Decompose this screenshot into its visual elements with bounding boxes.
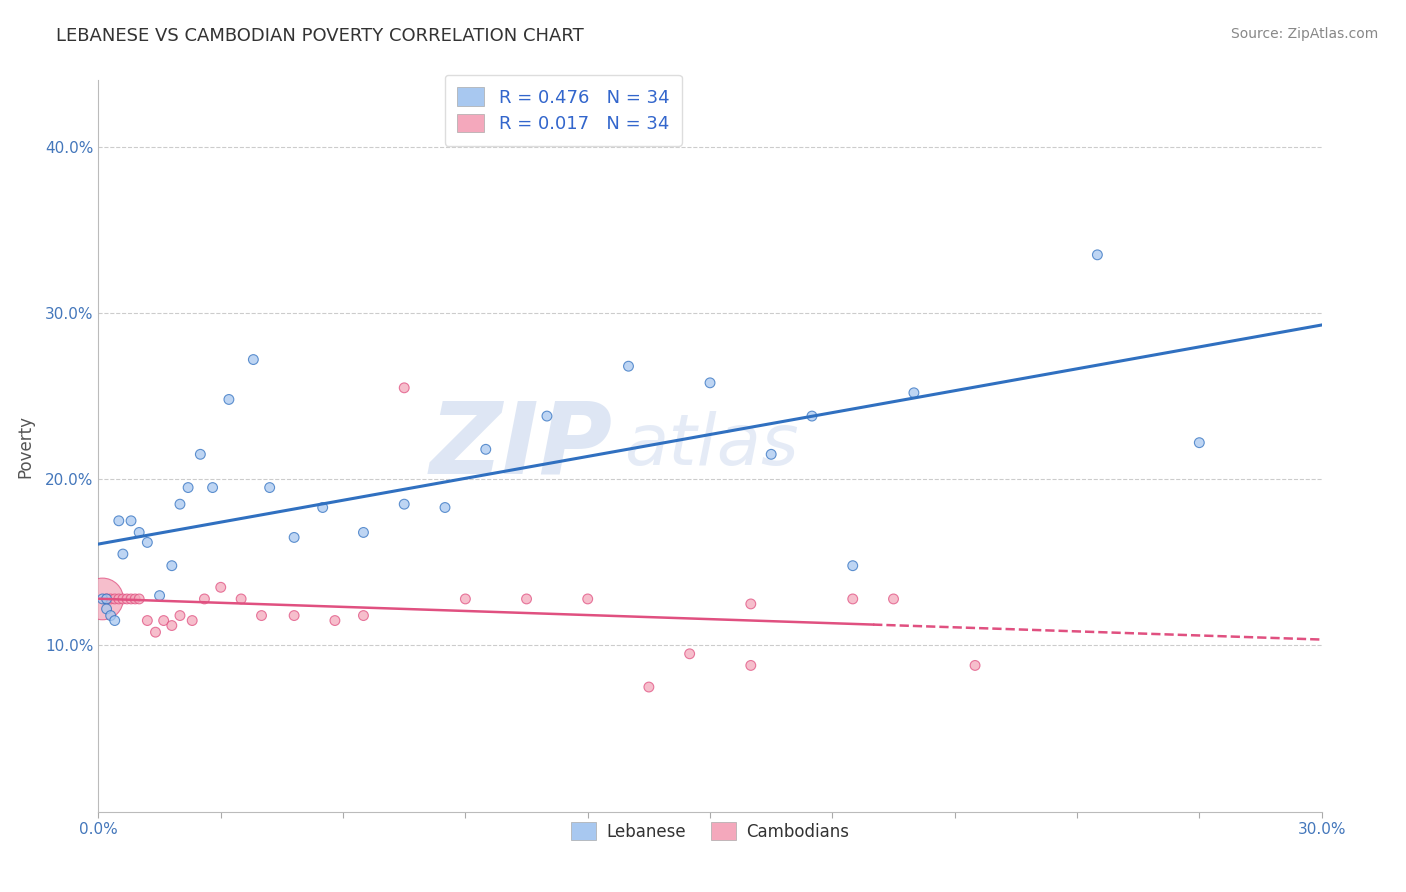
Point [965,658,987,673]
Point [108,514,131,528]
Point [124,591,146,606]
Point [181,614,204,628]
Point [516,591,538,606]
Point [352,608,374,623]
Point [104,614,127,628]
Legend: Lebanese, Cambodians: Lebanese, Cambodians [565,816,855,847]
Point [576,591,599,606]
Point [841,591,863,606]
Point [152,614,174,628]
Point [740,597,762,611]
Point [761,447,783,461]
Point [115,591,138,606]
Point [128,591,150,606]
Point [108,591,131,606]
Point [231,591,253,606]
Point [149,589,172,603]
Point [1085,248,1108,262]
Point [454,591,477,606]
Point [283,608,305,623]
Point [91,591,114,606]
Point [740,658,762,673]
Text: Source: ZipAtlas.com: Source: ZipAtlas.com [1230,27,1378,41]
Point [392,497,416,511]
Point [699,376,721,390]
Point [169,497,191,511]
Point [474,442,498,457]
Text: LEBANESE VS CAMBODIAN POVERTY CORRELATION CHART: LEBANESE VS CAMBODIAN POVERTY CORRELATIO… [56,27,583,45]
Point [1188,435,1211,450]
Point [250,608,273,623]
Point [259,481,281,495]
Point [104,591,127,606]
Point [323,614,346,628]
Point [160,618,183,632]
Point [169,608,191,623]
Point [679,647,702,661]
Point [91,591,114,606]
Point [177,481,200,495]
Point [188,447,212,461]
Text: atlas: atlas [624,411,799,481]
Point [136,535,159,549]
Point [136,614,159,628]
Point [352,525,374,540]
Point [434,500,457,515]
Point [100,591,122,606]
Point [160,558,183,573]
Point [128,525,150,540]
Point [193,591,215,606]
Point [209,580,232,594]
Point [120,514,142,528]
Point [883,591,905,606]
Point [312,500,335,515]
Point [637,680,661,694]
Point [801,409,824,423]
Point [96,602,118,616]
Point [111,591,134,606]
Point [242,352,264,367]
Point [218,392,240,407]
Point [120,591,142,606]
Point [283,530,305,544]
Point [201,481,224,495]
Point [903,385,925,400]
Point [841,558,863,573]
Text: ZIP: ZIP [429,398,612,494]
Point [111,547,134,561]
Point [536,409,558,423]
Point [96,591,118,606]
Point [100,608,122,623]
Point [96,591,118,606]
Point [145,625,167,640]
Y-axis label: Poverty: Poverty [15,415,34,477]
Point [617,359,640,374]
Point [392,381,416,395]
